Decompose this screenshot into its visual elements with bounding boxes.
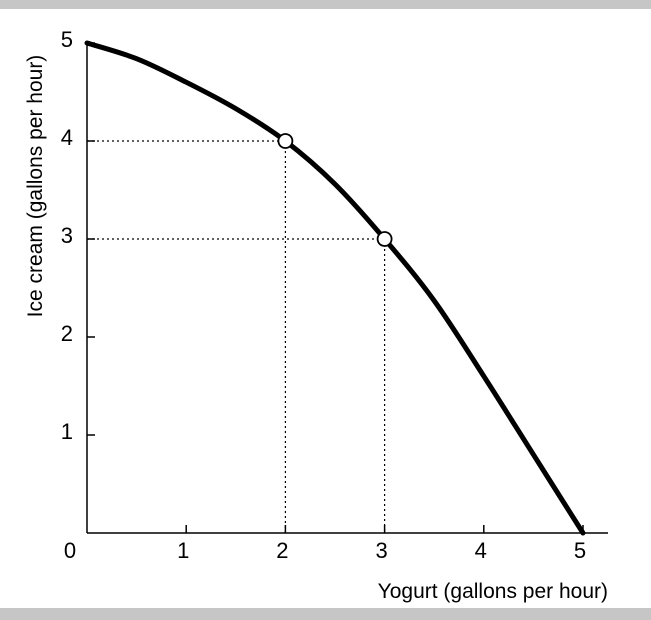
x-axis-label: Yogurt (gallons per hour): [378, 580, 608, 603]
axes: [86, 41, 608, 534]
x-tick-label: 2: [276, 538, 288, 563]
y-tick-label: 3: [61, 223, 73, 248]
y-tick-label: 1: [61, 419, 73, 444]
x-tick-label: 1: [177, 538, 189, 563]
highlight-point: [277, 133, 294, 149]
y-tick-label: 5: [61, 27, 73, 52]
y-tick-label: 4: [61, 125, 73, 150]
ppf-curve: [84, 40, 586, 536]
tick-labels: 0 1 2 3 4 5 1 2 3 4 5: [61, 27, 586, 563]
highlight-points: [277, 133, 393, 247]
x-tick-label: 3: [375, 538, 387, 563]
x-tick-label: 4: [475, 538, 487, 563]
reference-lines: [87, 140, 386, 533]
x-tick-label: 0: [64, 538, 76, 563]
top-border-band: [0, 0, 651, 9]
y-tick-label: 2: [61, 321, 73, 346]
bottom-border-band: [0, 608, 651, 620]
highlight-point: [376, 231, 393, 247]
series-layer: [84, 40, 586, 536]
x-tick-label: 5: [574, 538, 586, 563]
y-axis-label: Ice cream (gallons per hour): [24, 55, 47, 318]
